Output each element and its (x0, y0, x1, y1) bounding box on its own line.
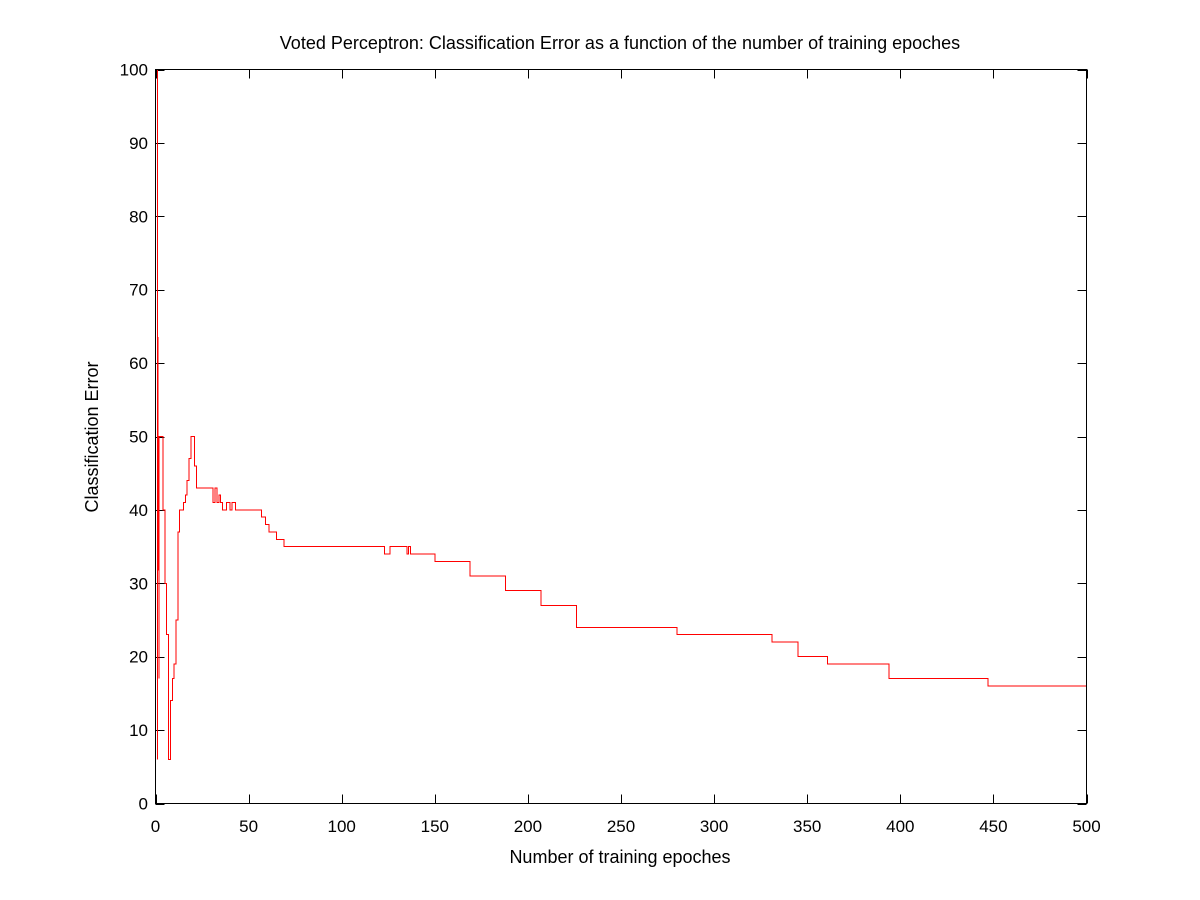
y-tick-label: 20 (129, 648, 148, 667)
x-tick-label: 450 (979, 817, 1007, 836)
x-tick-label: 50 (239, 817, 258, 836)
x-tick-label: 150 (421, 817, 449, 836)
y-tick-label: 30 (129, 574, 148, 593)
x-tick-label: 200 (514, 817, 542, 836)
y-tick-label: 10 (129, 721, 148, 740)
x-tick-label: 300 (700, 817, 728, 836)
y-tick-label: 50 (129, 428, 148, 447)
y-tick-label: 60 (129, 354, 148, 373)
y-tick-label: 40 (129, 501, 148, 520)
y-tick-label: 100 (120, 61, 148, 80)
x-tick-label: 400 (886, 817, 914, 836)
y-axis-title: Classification Error (82, 361, 102, 512)
x-tick-label: 0 (151, 817, 160, 836)
x-axis-title: Number of training epoches (509, 847, 730, 867)
x-tick-label: 100 (328, 817, 356, 836)
y-tick-label: 70 (129, 281, 148, 300)
y-tick-label: 0 (139, 795, 148, 814)
y-tick-label: 80 (129, 207, 148, 226)
plot-area (155, 69, 1087, 804)
plot-frame (155, 69, 1087, 804)
chart-title: Voted Perceptron: Classification Error a… (280, 33, 960, 53)
error-series-line (156, 69, 1087, 760)
axis-tick-labels: 0 50 100 150 200 250 300 350 400 450 500 0 10 20 30 40 5… (120, 61, 1101, 837)
y-tick-label: 90 (129, 134, 148, 153)
x-tick-label: 350 (793, 817, 821, 836)
x-tick-label: 500 (1072, 817, 1100, 836)
axis-ticks (155, 69, 1088, 805)
x-tick-label: 250 (607, 817, 635, 836)
